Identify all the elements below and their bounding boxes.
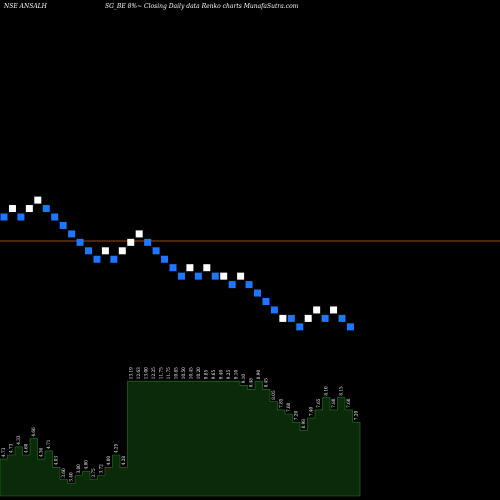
volume-label-41: 7.40	[308, 406, 313, 416]
header-series: SG_BE 8%~	[105, 3, 142, 10]
renko-brick-33	[279, 314, 287, 322]
renko-brick-9	[76, 238, 84, 246]
renko-brick-11	[93, 255, 101, 263]
renko-brick-38	[321, 314, 329, 322]
volume-label-8: 3.60	[61, 468, 66, 478]
renko-brick-20	[169, 264, 177, 272]
volume-label-31: 9.10	[233, 370, 238, 380]
volume-label-2: 4.33	[16, 435, 21, 445]
volume-label-11: 4.00	[83, 460, 88, 470]
renko-brick-39	[330, 306, 338, 314]
renko-brick-32	[270, 306, 278, 314]
renko-brick-15	[127, 238, 135, 246]
renko-brick-40	[338, 314, 346, 322]
volume-label-28: 9.65	[211, 370, 216, 380]
renko-brick-5	[42, 205, 50, 213]
volume-label-9: 3.40	[68, 472, 73, 482]
renko-bricks	[0, 196, 354, 331]
volume-label-7: 4.03	[53, 456, 58, 466]
renko-brick-12	[101, 247, 109, 255]
volume-panel: 4.73 4.734.334.604.664.364.714.033.60 3.40…	[0, 367, 361, 497]
volume-label-33: 8.48	[248, 378, 253, 388]
renko-brick-0	[0, 213, 8, 221]
volume-label-13: 3.72	[98, 464, 103, 474]
renko-brick-7	[59, 221, 67, 229]
volume-label-18: 12.63	[136, 367, 141, 379]
renko-brick-10	[85, 247, 92, 255]
renko-brick-6	[51, 213, 59, 221]
renko-brick-34	[287, 314, 295, 322]
volume-label-10: 3.80	[76, 464, 81, 474]
volume-label-12: 3.75	[91, 468, 96, 478]
renko-brick-22	[186, 264, 194, 272]
renko-brick-8	[68, 230, 76, 238]
volume-area	[0, 380, 361, 497]
renko-brick-31	[262, 298, 270, 305]
volume-label-43: 8.10	[323, 386, 328, 396]
volume-label-23: 10.85	[173, 367, 178, 379]
volume-label-24: 10.50	[181, 367, 186, 379]
renko-brick-41	[346, 323, 354, 331]
volume-label-19: 13.00	[143, 367, 148, 379]
volume-label-38: 7.60	[286, 402, 291, 412]
volume-label-16: 4.28	[121, 456, 126, 466]
renko-brick-13	[110, 255, 118, 263]
volume-label-3: 4.60	[23, 443, 28, 453]
volume-label-6: 4.71	[46, 439, 51, 449]
renko-brick-16	[135, 230, 143, 238]
renko-brick-2	[17, 213, 25, 221]
volume-label-0: 4.73	[1, 447, 6, 457]
renko-brick-25	[211, 272, 219, 280]
volume-label-27: 9.85	[203, 370, 208, 380]
volume-label-30: 9.25	[226, 370, 231, 380]
volume-label-39: 7.20	[293, 411, 298, 421]
volume-label-14: 4.00	[106, 456, 111, 466]
volume-label-21: 11.75	[158, 367, 163, 379]
volume-label-1: 4.73	[8, 443, 13, 453]
renko-brick-4	[34, 196, 42, 204]
renko-brick-24	[203, 264, 211, 272]
volume-label-40: 6.98	[301, 419, 306, 429]
renko-brick-29	[245, 281, 253, 289]
volume-label-29: 9.40	[218, 370, 223, 380]
renko-brick-26	[220, 272, 228, 280]
volume-label-35: 8.45	[263, 378, 268, 388]
volume-label-25: 10.45	[188, 367, 193, 379]
renko-brick-18	[152, 247, 160, 255]
volume-label-37: 7.85	[278, 398, 283, 408]
volume-label-34: 8.90	[256, 370, 261, 380]
volume-label-47: 7.20	[353, 411, 358, 421]
volume-label-32: 9.10	[241, 374, 246, 384]
header-ticker: NSE ANSALH	[3, 3, 48, 10]
volume-label-36: 8.05	[271, 390, 276, 400]
renko-brick-36	[304, 314, 312, 322]
volume-label-15: 4.25	[113, 443, 118, 453]
renko-brick-19	[161, 255, 169, 263]
volume-label-4: 4.66	[31, 427, 36, 437]
volume-label-42: 7.65	[316, 398, 321, 408]
volume-label-45: 8.15	[338, 386, 343, 396]
renko-brick-28	[237, 272, 245, 280]
renko-brick-1	[8, 205, 16, 213]
renko-brick-14	[118, 247, 126, 255]
volume-label-17: 13.19	[128, 367, 133, 379]
renko-brick-35	[296, 323, 304, 331]
renko-brick-30	[254, 289, 261, 297]
renko-brick-3	[25, 205, 33, 213]
volume-label-46: 7.60	[346, 398, 351, 408]
renko-brick-27	[228, 281, 236, 289]
volume-label-20: 12.25	[151, 367, 156, 379]
volume-label-22: 11.75	[166, 367, 171, 379]
renko-brick-21	[177, 272, 185, 280]
header-description: Closing Daily data Renko charts MunafaSu…	[144, 3, 299, 10]
renko-brick-37	[313, 306, 321, 314]
volume-label-44: 7.80	[331, 398, 336, 408]
volume-label-26: 10.20	[196, 367, 201, 379]
renko-brick-23	[194, 272, 202, 280]
renko-brick-17	[144, 238, 152, 246]
volume-label-5: 4.36	[38, 447, 43, 457]
